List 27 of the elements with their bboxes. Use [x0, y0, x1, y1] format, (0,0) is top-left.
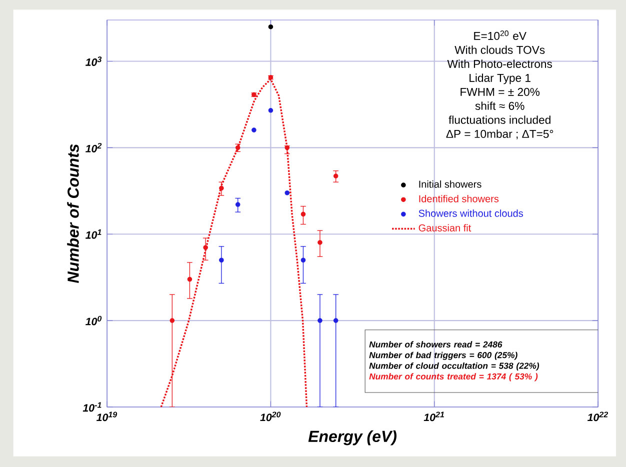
annotation: FWHM = ± 20% — [460, 88, 540, 96]
y-tick-label: 10$^{0}$ — [86, 316, 102, 326]
annotation: Number of cloud occultation = 538 (22%) — [369, 362, 540, 371]
x-tick-label: 10$^{21}$ — [424, 412, 444, 422]
legend-label: Identified showers — [419, 194, 499, 202]
legend-label: Gaussian fit — [418, 224, 472, 232]
annotation: Number of showers read = 2486 — [369, 341, 502, 348]
legend-label: Showers without clouds — [418, 210, 524, 217]
annotation: E=10$^{20}$ eV — [474, 30, 526, 40]
annotation: With clouds TOVs — [454, 46, 545, 54]
x-tick-label: 10$^{19}$ — [96, 412, 118, 422]
y-axis-title: Number of Counts — [67, 144, 79, 283]
legend-label: Initial showers — [419, 180, 482, 188]
y-tick-label: 10$^{1}$ — [86, 229, 102, 239]
x-axis-title: Energy (eV) — [308, 430, 396, 446]
y-tick-label: 10$^{-1}$ — [82, 402, 102, 412]
annotation: Lidar Type 1 — [470, 74, 530, 84]
x-tick-label: 10$^{20}$ — [260, 412, 281, 422]
annotation: Number of bad triggers = 600 (25%) — [369, 352, 518, 360]
annotation: fluctuations included — [448, 116, 550, 124]
y-tick-label: 10$^{2}$ — [86, 142, 102, 152]
annotation: With Photo-electrons — [447, 60, 552, 68]
y-tick-label: 10$^{3}$ — [86, 56, 102, 66]
x-tick-label: 10$^{22}$ — [587, 412, 608, 422]
annotation: Number of counts treated = 1374 ( 53% ) — [369, 373, 538, 382]
annotation: ΔP = 10mbar ; ΔT=5° — [446, 130, 554, 140]
annotation: shift ≈ 6% — [475, 102, 524, 110]
